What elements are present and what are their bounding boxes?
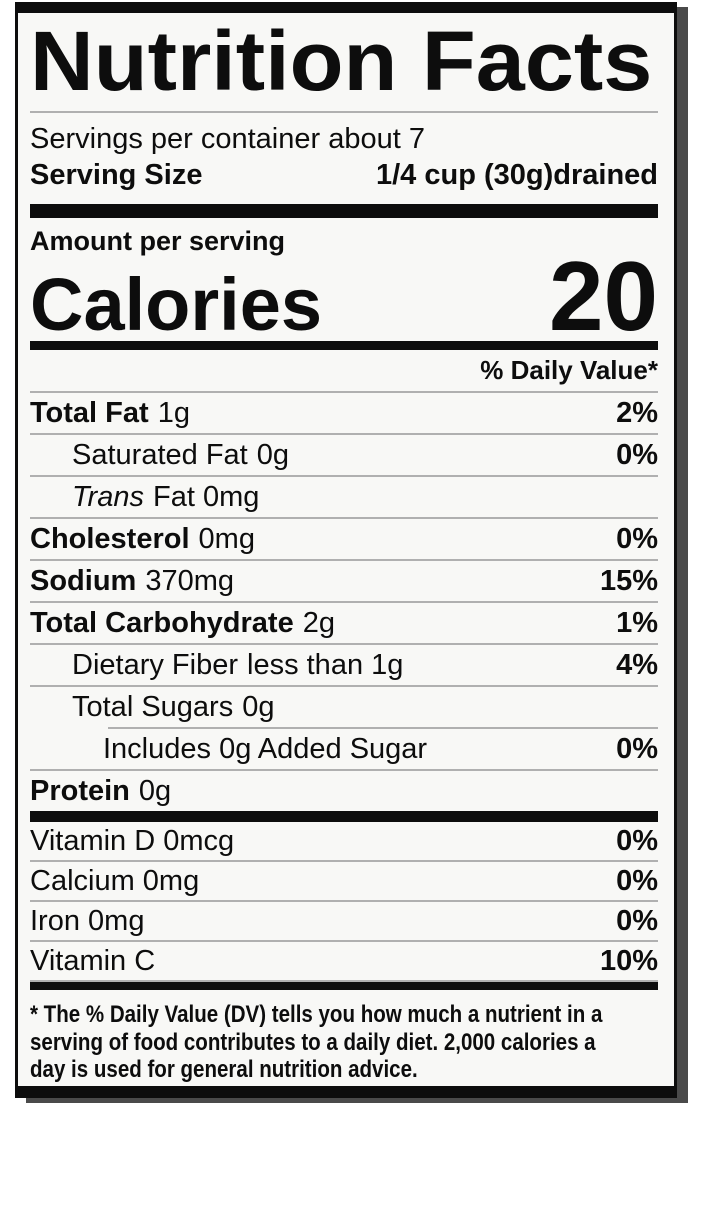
row-rule (30, 980, 658, 982)
nutrient-row-cholesterol: Cholesterol 0mg 0% (30, 519, 658, 559)
vitamin-row-calcium: Calcium 0mg 0% (30, 862, 658, 900)
nutrient-amount: 370mg (145, 564, 235, 597)
nutrient-amount: 0g (242, 690, 275, 723)
separator-bar-thick (30, 811, 658, 822)
nutrient-row-total-fat: Total Fat 1g 2% (30, 393, 658, 433)
nutrient-dv: 0% (616, 732, 658, 765)
nutrient-amount: 0g (256, 438, 289, 471)
amount-per-serving-label: Amount per serving (30, 226, 286, 256)
nutrient-dv: 1% (616, 606, 658, 639)
vitamin-name: Vitamin D 0mcg (30, 824, 235, 857)
footnote-line: * The % Daily Value (DV) tells you how m… (30, 1001, 603, 1028)
row-rule (30, 601, 658, 603)
footnote-line: serving of food contributes to a daily d… (30, 1028, 596, 1056)
row-rule (30, 559, 658, 561)
separator-bar-medium (30, 982, 658, 990)
footnote-line: day is used for general nutrition advice… (30, 1056, 418, 1083)
vitamin-name: Calcium 0mg (30, 864, 200, 897)
nutrient-amount: 0g (138, 774, 172, 807)
nutrient-dv: 4% (616, 648, 658, 681)
row-rule (30, 391, 658, 393)
nutrient-amount: Fat 0mg (152, 480, 260, 513)
footnote: * The % Daily Value (DV) tells you how m… (30, 1001, 653, 1084)
vitamin-dv: 0% (616, 864, 658, 897)
label-title: Nutrition Facts (30, 14, 653, 108)
row-rule (30, 769, 658, 771)
nutrient-name: Saturated Fat (72, 438, 248, 471)
nutrient-name: Cholesterol (30, 522, 190, 555)
vitamin-dv: 0% (616, 904, 658, 937)
vitamin-row-vitamin-d: Vitamin D 0mcg 0% (30, 822, 658, 860)
title-rule (30, 111, 658, 113)
vitamin-row-iron: Iron 0mg 0% (30, 902, 658, 940)
serving-size-value: 1/4 cup (30g)drained (375, 159, 658, 191)
nutrient-name: Dietary Fiber (72, 648, 238, 681)
serving-size-label: Serving Size (30, 159, 203, 191)
nutrient-dv: 2% (616, 396, 658, 429)
nutrient-name: Total Sugars (72, 690, 234, 723)
nutrient-name: Total Fat (30, 396, 149, 429)
nutrient-dv: 0% (616, 438, 658, 471)
separator-bar-medium (30, 341, 658, 350)
nutrient-row-dietary-fiber: Dietary Fiber less than 1g 4% (30, 645, 658, 685)
nutrient-name: Includes 0g Added Sugar (103, 732, 428, 765)
nutrient-name: Protein (30, 774, 130, 807)
row-rule-indented (108, 727, 658, 729)
nutrient-amount: less than 1g (247, 648, 404, 681)
nutrient-name: Sodium (30, 564, 137, 597)
nutrient-row-total-carbohydrate: Total Carbohydrate 2g 1% (30, 603, 658, 643)
nutrient-amount: 0mg (198, 522, 255, 555)
row-rule (30, 643, 658, 645)
row-rule (30, 433, 658, 435)
nutrient-dv: 0% (616, 522, 658, 555)
nutrition-label: Nutrition Facts Servings per container a… (15, 2, 677, 1098)
vitamin-name: Vitamin C (30, 944, 156, 977)
nutrient-name: Total Carbohydrate (30, 606, 294, 639)
calories-row: Calories 20 (30, 241, 658, 351)
separator-bar-thick (30, 204, 658, 218)
nutrient-row-total-sugars: Total Sugars 0g (30, 687, 658, 727)
nutrient-row-protein: Protein 0g (30, 771, 658, 811)
servings-per-container: Servings per container about 7 (30, 123, 425, 155)
nutrient-dv: 15% (599, 564, 658, 597)
row-rule (30, 517, 658, 519)
nutrient-row-sodium: Sodium 370mg 15% (30, 561, 658, 601)
calories-value: 20 (548, 241, 658, 351)
row-rule (30, 685, 658, 687)
nutrient-row-added-sugar: Includes 0g Added Sugar 0% (30, 729, 658, 769)
calories-label: Calories (30, 263, 323, 346)
vitamin-dv: 0% (616, 824, 658, 857)
nutrient-amount: 1g (157, 396, 190, 429)
serving-size-row: Serving Size 1/4 cup (30g)drained (30, 157, 658, 194)
vitamin-name: Iron 0mg (30, 904, 145, 937)
row-rule (30, 860, 658, 862)
nutrient-amount: 2g (302, 606, 335, 639)
nutrient-row-saturated-fat: Saturated Fat 0g 0% (30, 435, 658, 475)
daily-value-header: % Daily Value* (480, 355, 658, 385)
nutrient-row-trans-fat: Trans Fat 0mg (30, 477, 658, 517)
vitamin-dv: 10% (599, 944, 658, 977)
row-rule (30, 475, 658, 477)
row-rule (30, 900, 658, 902)
row-rule (30, 940, 658, 942)
nutrient-name: Trans (72, 480, 144, 513)
vitamin-row-vitamin-c: Vitamin C 10% (30, 942, 658, 980)
